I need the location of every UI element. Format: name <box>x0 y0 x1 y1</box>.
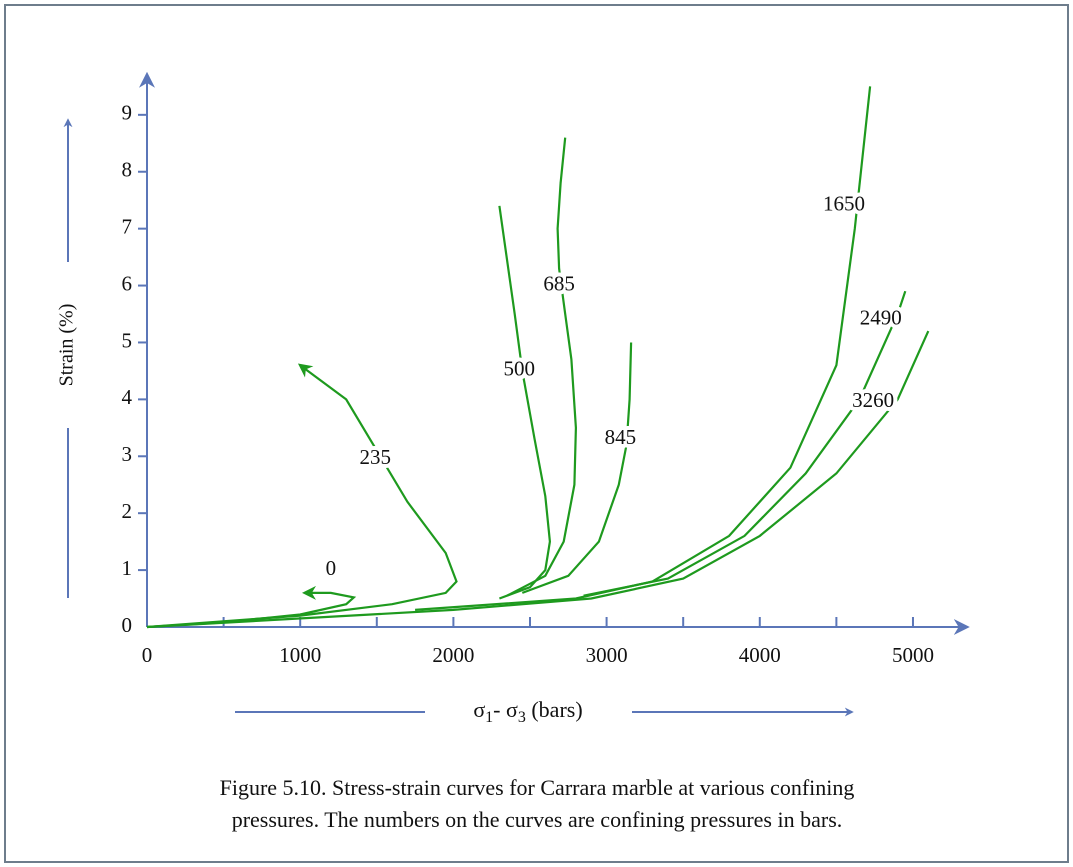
x-tick-label: 4000 <box>739 643 781 667</box>
y-tick-label: 6 <box>122 271 133 295</box>
x-tick-label: 5000 <box>892 643 934 667</box>
x-tick-label: 0 <box>142 643 153 667</box>
caption: Figure 5.10. Stress-strain curves for Ca… <box>220 775 855 800</box>
frame <box>4 4 1069 863</box>
curve-label: 2490 <box>860 306 902 330</box>
y-tick-label: 9 <box>122 101 133 125</box>
y-tick-label: 5 <box>122 328 133 352</box>
x-label-subscript: 3 <box>518 709 526 726</box>
curve-label: 235 <box>360 445 392 469</box>
x-label: σ1- σ3 (bars) <box>473 697 582 726</box>
curve-label: 845 <box>605 425 637 449</box>
curve-label: 0 <box>326 556 337 580</box>
x-tick-label: 1000 <box>279 643 321 667</box>
x-label-part: σ <box>473 697 485 722</box>
y-tick-label: 1 <box>122 556 133 580</box>
curve <box>583 290 907 597</box>
x-tick-label: 3000 <box>586 643 628 667</box>
x-label-part: (bars) <box>526 697 583 722</box>
x-label-part: - σ <box>493 697 518 722</box>
curve-label: 1650 <box>823 192 865 216</box>
y-label: Strain (%) <box>56 304 78 387</box>
curve-label: 500 <box>504 357 536 381</box>
curve-label: 3260 <box>852 388 894 412</box>
caption: pressures. The numbers on the curves are… <box>232 807 843 832</box>
y-tick-label: 3 <box>122 442 133 466</box>
y-tick-label: 0 <box>122 613 133 637</box>
y-tick-label: 8 <box>122 158 133 182</box>
curve <box>146 330 930 629</box>
curve <box>521 342 633 594</box>
curve <box>146 363 458 629</box>
y-tick-label: 2 <box>122 499 133 523</box>
x-tick-label: 2000 <box>432 643 474 667</box>
y-tick-label: 4 <box>122 385 133 409</box>
curve-label: 685 <box>543 271 575 295</box>
curve <box>506 137 578 597</box>
y-tick-label: 7 <box>122 214 133 238</box>
x-label-subscript: 1 <box>485 709 493 726</box>
